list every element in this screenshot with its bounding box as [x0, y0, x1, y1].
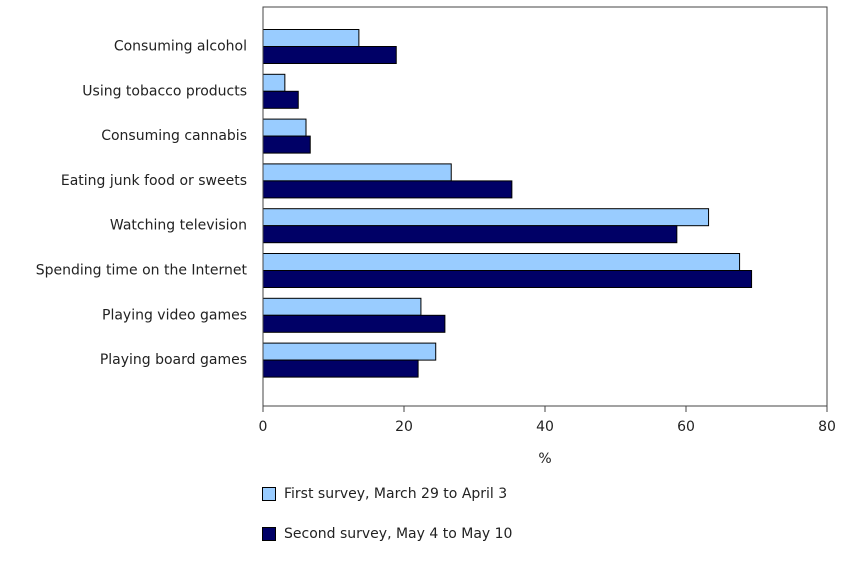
bar-second-survey: [262, 180, 513, 199]
category-label: Consuming alcohol: [114, 39, 247, 55]
x-tick-label: 80: [818, 419, 836, 435]
bar-first-survey: [262, 297, 422, 316]
category-label: Watching television: [110, 218, 247, 234]
category-label: Playing board games: [100, 352, 247, 368]
bars-group: [262, 29, 753, 378]
category-label: Eating junk food or sweets: [61, 173, 247, 189]
bar-first-survey: [262, 208, 710, 227]
bar-first-survey: [262, 163, 452, 182]
x-axis-title: %: [538, 451, 551, 467]
bar-first-survey: [262, 253, 741, 271]
category-labels: Consuming alcohol Using tobacco products C…: [36, 39, 248, 369]
x-tick-label: 0: [259, 419, 268, 435]
legend-label-second-survey: Second survey, May 4 to May 10: [284, 526, 513, 542]
legend-swatch-second-survey: [262, 527, 276, 541]
bar-first-survey: [262, 118, 307, 137]
category-label: Playing video games: [102, 307, 247, 323]
legend: First survey, March 29 to April 3 Second…: [262, 484, 512, 564]
x-tick-label: 20: [395, 419, 413, 435]
legend-swatch-first-survey: [262, 487, 276, 501]
category-label: Consuming cannabis: [101, 128, 247, 144]
bar-first-survey: [262, 342, 437, 361]
bar-first-survey: [262, 73, 286, 92]
legend-item-second-survey: Second survey, May 4 to May 10: [262, 524, 512, 544]
category-label: Using tobacco products: [82, 83, 247, 99]
bar-second-survey: [262, 90, 299, 109]
bar-chart: Consuming alcohol Using tobacco products C…: [36, 6, 836, 467]
bar-first-survey: [262, 29, 360, 47]
x-axis-ticks: 0 20 40 60 80: [259, 406, 836, 435]
bar-second-survey: [262, 46, 397, 64]
bar-second-survey: [262, 359, 419, 378]
legend-label-first-survey: First survey, March 29 to April 3: [284, 486, 508, 502]
bar-second-survey: [262, 270, 753, 288]
bar-second-survey: [262, 225, 678, 244]
bar-second-survey: [262, 135, 311, 154]
x-tick-label: 60: [677, 419, 695, 435]
bar-second-survey: [262, 314, 446, 333]
legend-item-first-survey: First survey, March 29 to April 3: [262, 484, 512, 504]
x-tick-label: 40: [536, 419, 554, 435]
category-label: Spending time on the Internet: [36, 263, 248, 279]
